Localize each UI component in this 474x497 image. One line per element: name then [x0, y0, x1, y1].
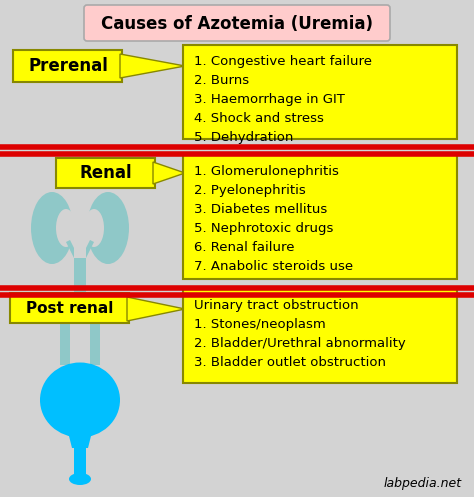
FancyBboxPatch shape [183, 289, 457, 383]
Ellipse shape [87, 192, 129, 264]
Text: Post renal: Post renal [27, 301, 114, 316]
Polygon shape [66, 240, 74, 258]
Bar [74, 258, 86, 288]
Ellipse shape [84, 209, 104, 247]
Bar [74, 285, 86, 300]
Polygon shape [127, 297, 185, 321]
Ellipse shape [56, 209, 76, 247]
Ellipse shape [69, 473, 91, 485]
Text: Renal: Renal [80, 164, 132, 182]
Text: labpedia.net: labpedia.net [384, 477, 462, 490]
Bar [60, 295, 70, 365]
Polygon shape [120, 54, 185, 78]
Text: 1. Congestive heart failure
2. Burns
3. Haemorrhage in GIT
4. Shock and stress
5: 1. Congestive heart failure 2. Burns 3. … [194, 55, 372, 144]
Text: Causes of Azotemia (Uremia): Causes of Azotemia (Uremia) [101, 15, 373, 33]
Polygon shape [68, 432, 92, 448]
Ellipse shape [40, 362, 120, 437]
Bar [90, 295, 100, 365]
Text: Urinary tract obstruction
1. Stones/neoplasm
2. Bladder/Urethral abnormality
3. : Urinary tract obstruction 1. Stones/neop… [194, 299, 406, 369]
FancyBboxPatch shape [56, 158, 155, 188]
Text: 1. Glomerulonephritis
2. Pyelonephritis
3. Diabetes mellitus
5. Nephrotoxic drug: 1. Glomerulonephritis 2. Pyelonephritis … [194, 165, 353, 273]
FancyBboxPatch shape [183, 155, 457, 279]
FancyBboxPatch shape [13, 50, 122, 82]
FancyBboxPatch shape [183, 45, 457, 139]
Polygon shape [153, 162, 185, 184]
FancyBboxPatch shape [10, 293, 129, 323]
Polygon shape [86, 240, 94, 258]
FancyBboxPatch shape [84, 5, 390, 41]
Text: Prerenal: Prerenal [28, 57, 108, 75]
Bar [74, 447, 86, 475]
Ellipse shape [31, 192, 73, 264]
